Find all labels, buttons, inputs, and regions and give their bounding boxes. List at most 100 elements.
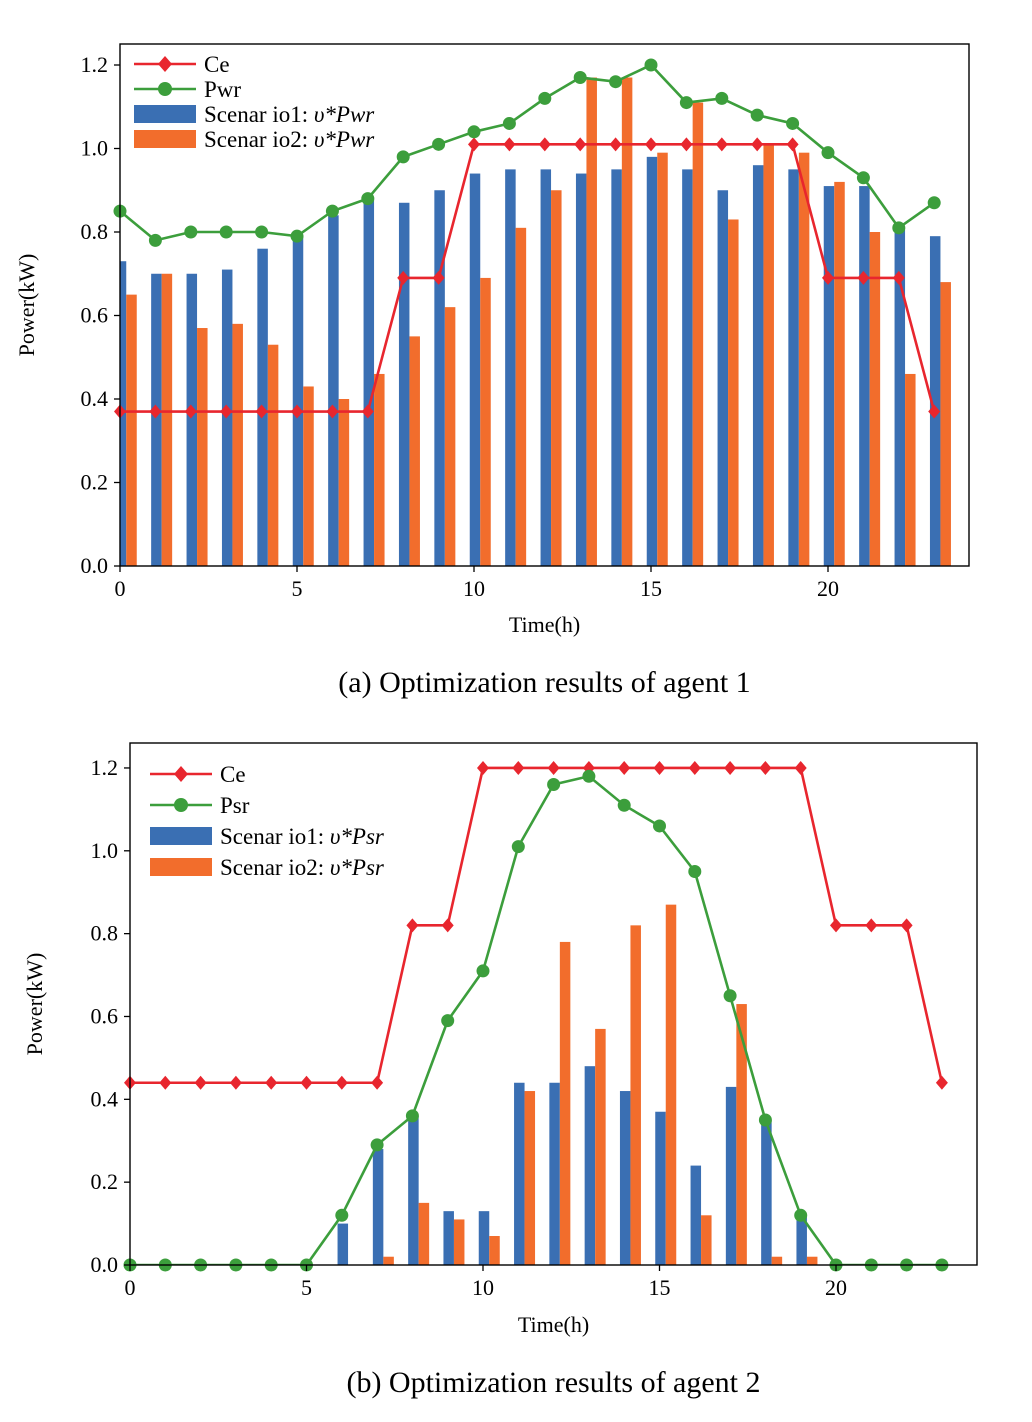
bar-scenar-io2--t19 (798, 152, 810, 566)
bar-scenar-io2--t11 (524, 1091, 536, 1265)
y-tick-label: 1.2 (81, 52, 109, 77)
marker-ce-t12 (538, 137, 551, 152)
marker-psr-t14 (617, 798, 631, 812)
bar-scenar-io1--t9 (443, 1211, 454, 1265)
bar-scenar-io1--t1 (151, 273, 162, 566)
bar-scenar-io1--t2 (186, 273, 198, 566)
marker-pwr-t20 (821, 146, 835, 160)
legend-label-name: Ce (220, 762, 246, 787)
y-tick-label: 0.8 (81, 219, 109, 244)
plot-area (120, 63, 951, 566)
marker-ce-t18 (751, 137, 764, 152)
bar-scenar-io2--t14 (621, 77, 633, 566)
y-tick-label: 0.8 (91, 921, 119, 946)
marker-pwr-t15 (644, 58, 658, 72)
marker-ce-t4 (255, 404, 268, 419)
chart-caption: (a) Optimization results of agent 1 (338, 666, 750, 699)
bar-scenar-io1--t17 (717, 190, 729, 566)
bar-scenar-io2--t9 (453, 1219, 465, 1265)
y-tick-label: 1.2 (91, 755, 119, 780)
marker-pwr-t22 (892, 221, 906, 235)
legend-label-name: Scenar io1: (220, 824, 330, 849)
y-tick-label: 0.0 (91, 1252, 119, 1277)
bar-scenar-io2--t15 (665, 904, 677, 1265)
legend-label-name: Scenar io2: (220, 855, 330, 880)
bar-scenar-io2--t13 (595, 1028, 606, 1265)
marker-pwr-t13 (573, 71, 587, 85)
marker-ce-t3 (220, 404, 233, 419)
x-axis-label: Time(h) (518, 1312, 589, 1337)
marker-ce-t3 (229, 1075, 242, 1090)
bar-scenar-io2--t18 (771, 1256, 783, 1265)
marker-ce-t16 (688, 760, 701, 775)
y-tick-label: 1.0 (91, 838, 119, 863)
bar-scenar-io2--t9 (444, 307, 456, 566)
x-tick-label: 20 (825, 1275, 847, 1300)
bar-scenar-io2--t17 (736, 1004, 747, 1265)
bar-scenar-io1--t11 (505, 169, 516, 566)
marker-psr-t8 (405, 1109, 419, 1123)
bar-scenar-io1--t16 (682, 169, 693, 566)
bar-scenar-io1--t23 (929, 236, 941, 566)
plot-frame (119, 43, 970, 567)
bar-scenar-io2--t15 (657, 152, 668, 566)
marker-pwr-t16 (679, 96, 693, 110)
legend-marker-ce (158, 56, 172, 72)
marker-psr-t19 (794, 1208, 808, 1222)
marker-ce-t5 (291, 404, 303, 419)
marker-psr-t12 (547, 778, 561, 792)
marker-ce-t5 (300, 1075, 313, 1090)
marker-ce-t19 (794, 760, 807, 775)
x-axis-label: Time(h) (509, 612, 580, 637)
marker-ce-t9 (441, 918, 454, 933)
y-tick-label: 0.4 (91, 1086, 119, 1111)
legend-label-name: Ce (204, 52, 230, 77)
legend-label-3: Scenar io2: υ*Pwr (204, 127, 375, 152)
marker-pwr-t1 (148, 233, 162, 247)
legend-label-math: υ*Pwr (314, 102, 375, 127)
bar-scenar-io2--t16 (701, 1215, 712, 1265)
x-tick-label: 10 (463, 576, 485, 601)
plot-frame (129, 742, 978, 1266)
bar-scenar-io1--t9 (434, 190, 445, 566)
plot-area (130, 766, 944, 1265)
x-tick-label: 0 (125, 1275, 136, 1300)
marker-ce-t2 (184, 404, 197, 419)
bar-scenar-io2--t5 (303, 386, 314, 566)
x-tick-label: 15 (649, 1275, 671, 1300)
marker-ce-t11 (503, 137, 516, 152)
marker-ce-t6 (326, 404, 339, 419)
legend-swatch-1 (134, 105, 196, 123)
legend-marker-pwr (158, 82, 172, 96)
bar-scenar-io1--t8 (398, 202, 410, 566)
bar-scenar-io2--t14 (630, 925, 641, 1265)
y-axis-label: Power(kW) (22, 953, 47, 1056)
bar-scenar-io2--t23 (940, 282, 951, 566)
y-tick-label: 0.2 (81, 470, 109, 495)
bar-scenar-io2--t7 (374, 373, 385, 566)
marker-psr-t17 (723, 989, 737, 1003)
legend-label-2: Scenar io1: υ*Pwr (204, 102, 375, 127)
bar-scenar-io2--t7 (383, 1256, 394, 1265)
bar-scenar-io2--t10 (489, 1236, 500, 1265)
bar-scenar-io1--t15 (646, 156, 658, 566)
marker-ce-t8 (406, 918, 419, 933)
x-tick-label: 20 (817, 576, 839, 601)
marker-pwr-t12 (538, 91, 552, 105)
marker-pwr-t23 (927, 196, 941, 210)
marker-ce-t22 (892, 270, 905, 285)
bar-scenar-io2--t12 (551, 190, 562, 566)
bar-scenar-io2--t20 (834, 181, 845, 566)
marker-ce-t7 (361, 404, 374, 419)
marker-pwr-t6 (325, 204, 339, 218)
legend-swatch-2 (134, 130, 196, 148)
bar-scenar-io2--t18 (763, 144, 774, 566)
marker-ce-t20 (822, 270, 834, 285)
legend-label-1: Pwr (204, 77, 241, 102)
bar-scenar-io1--t7 (363, 198, 375, 566)
bar-scenar-io1--t13 (584, 1066, 596, 1265)
bar-scenar-io2--t8 (409, 336, 420, 566)
bar-scenar-io2--t6 (338, 399, 350, 566)
